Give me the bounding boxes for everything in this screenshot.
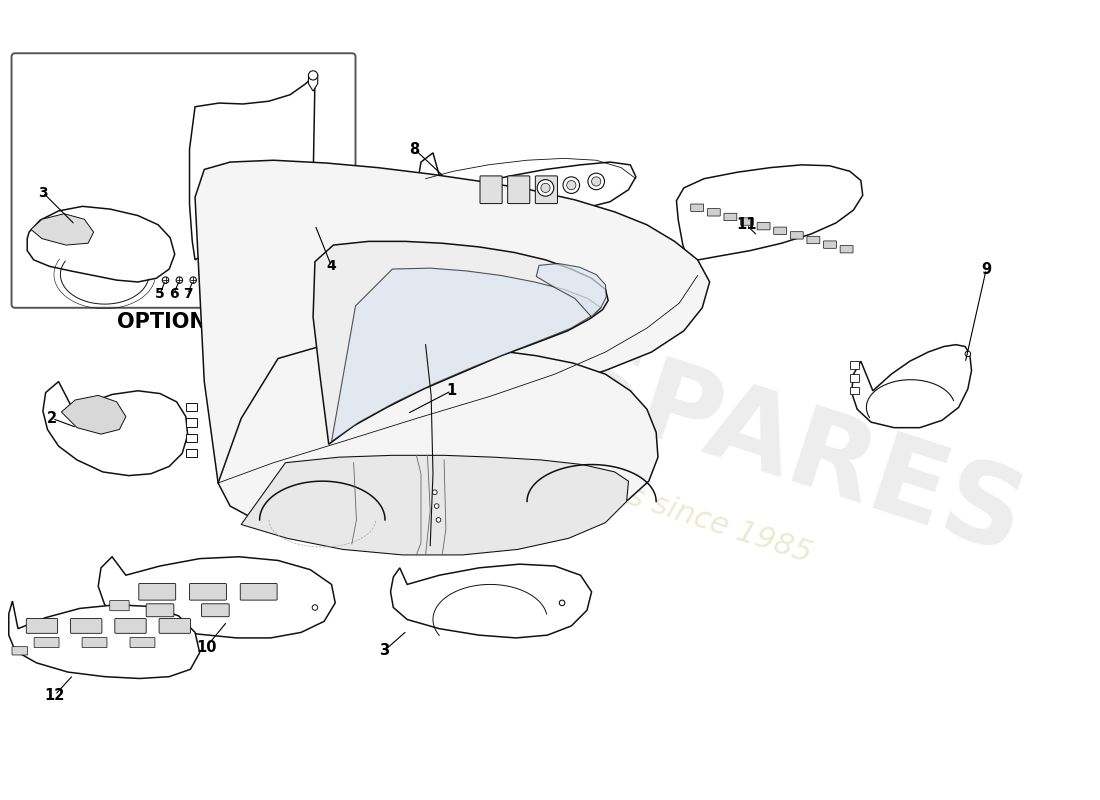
FancyBboxPatch shape	[114, 618, 146, 634]
FancyBboxPatch shape	[824, 241, 836, 248]
FancyBboxPatch shape	[186, 434, 197, 442]
Text: 5: 5	[155, 287, 165, 301]
FancyBboxPatch shape	[11, 54, 355, 308]
Circle shape	[432, 490, 437, 494]
Circle shape	[163, 277, 168, 283]
FancyBboxPatch shape	[160, 618, 190, 634]
FancyBboxPatch shape	[186, 449, 197, 457]
FancyBboxPatch shape	[34, 638, 59, 648]
Polygon shape	[390, 564, 592, 638]
Polygon shape	[218, 345, 658, 546]
FancyBboxPatch shape	[807, 236, 820, 244]
FancyBboxPatch shape	[773, 227, 786, 234]
Text: OPTIONAL: OPTIONAL	[117, 312, 236, 332]
FancyBboxPatch shape	[724, 214, 737, 221]
Polygon shape	[676, 165, 862, 262]
Polygon shape	[331, 268, 601, 442]
Circle shape	[537, 179, 553, 196]
Polygon shape	[62, 395, 125, 434]
Text: 1: 1	[447, 383, 456, 398]
FancyBboxPatch shape	[189, 583, 227, 600]
Circle shape	[563, 177, 580, 194]
Circle shape	[566, 181, 576, 190]
FancyBboxPatch shape	[840, 246, 852, 253]
Text: 8: 8	[409, 142, 420, 157]
Polygon shape	[9, 601, 200, 678]
FancyBboxPatch shape	[480, 176, 502, 203]
Polygon shape	[241, 455, 628, 555]
Text: 3: 3	[379, 643, 389, 658]
Text: 10: 10	[196, 640, 217, 654]
Text: 9: 9	[981, 262, 991, 277]
Text: 12: 12	[45, 688, 65, 702]
FancyBboxPatch shape	[201, 604, 229, 617]
FancyBboxPatch shape	[757, 222, 770, 230]
FancyBboxPatch shape	[790, 232, 803, 239]
Circle shape	[176, 277, 183, 283]
Polygon shape	[28, 206, 175, 282]
Text: 11: 11	[736, 218, 757, 232]
Polygon shape	[537, 263, 606, 317]
Circle shape	[587, 173, 605, 190]
Circle shape	[312, 605, 318, 610]
FancyBboxPatch shape	[139, 583, 176, 600]
Circle shape	[559, 600, 564, 606]
Polygon shape	[189, 78, 315, 286]
Polygon shape	[418, 153, 636, 213]
Circle shape	[308, 70, 318, 80]
FancyBboxPatch shape	[146, 604, 174, 617]
FancyBboxPatch shape	[240, 583, 277, 600]
Polygon shape	[195, 160, 710, 483]
FancyBboxPatch shape	[740, 218, 754, 226]
Circle shape	[592, 177, 601, 186]
Text: EUROSPARES: EUROSPARES	[220, 222, 1037, 578]
Text: a passion for parts since 1985: a passion for parts since 1985	[367, 398, 815, 568]
FancyBboxPatch shape	[186, 418, 197, 426]
Polygon shape	[31, 214, 94, 245]
FancyBboxPatch shape	[110, 601, 129, 610]
Circle shape	[965, 351, 970, 357]
FancyBboxPatch shape	[850, 374, 859, 382]
FancyBboxPatch shape	[691, 204, 704, 211]
Polygon shape	[308, 74, 318, 91]
FancyBboxPatch shape	[82, 638, 107, 648]
Polygon shape	[851, 345, 971, 428]
Text: 4: 4	[327, 259, 337, 274]
FancyBboxPatch shape	[186, 402, 197, 411]
FancyBboxPatch shape	[707, 209, 721, 216]
FancyBboxPatch shape	[26, 618, 57, 634]
Text: 3: 3	[39, 186, 47, 199]
FancyBboxPatch shape	[850, 362, 859, 369]
Polygon shape	[314, 242, 608, 444]
Polygon shape	[43, 382, 188, 476]
FancyBboxPatch shape	[70, 618, 102, 634]
Circle shape	[434, 504, 439, 508]
Circle shape	[190, 277, 197, 283]
Text: 7: 7	[183, 287, 192, 301]
FancyBboxPatch shape	[130, 638, 155, 648]
Text: 6: 6	[169, 287, 178, 301]
Polygon shape	[98, 557, 336, 638]
Circle shape	[541, 183, 550, 193]
FancyBboxPatch shape	[12, 646, 28, 655]
FancyBboxPatch shape	[536, 176, 558, 203]
FancyBboxPatch shape	[850, 387, 859, 394]
FancyBboxPatch shape	[508, 176, 530, 203]
Circle shape	[437, 518, 441, 522]
Text: 2: 2	[47, 411, 57, 426]
